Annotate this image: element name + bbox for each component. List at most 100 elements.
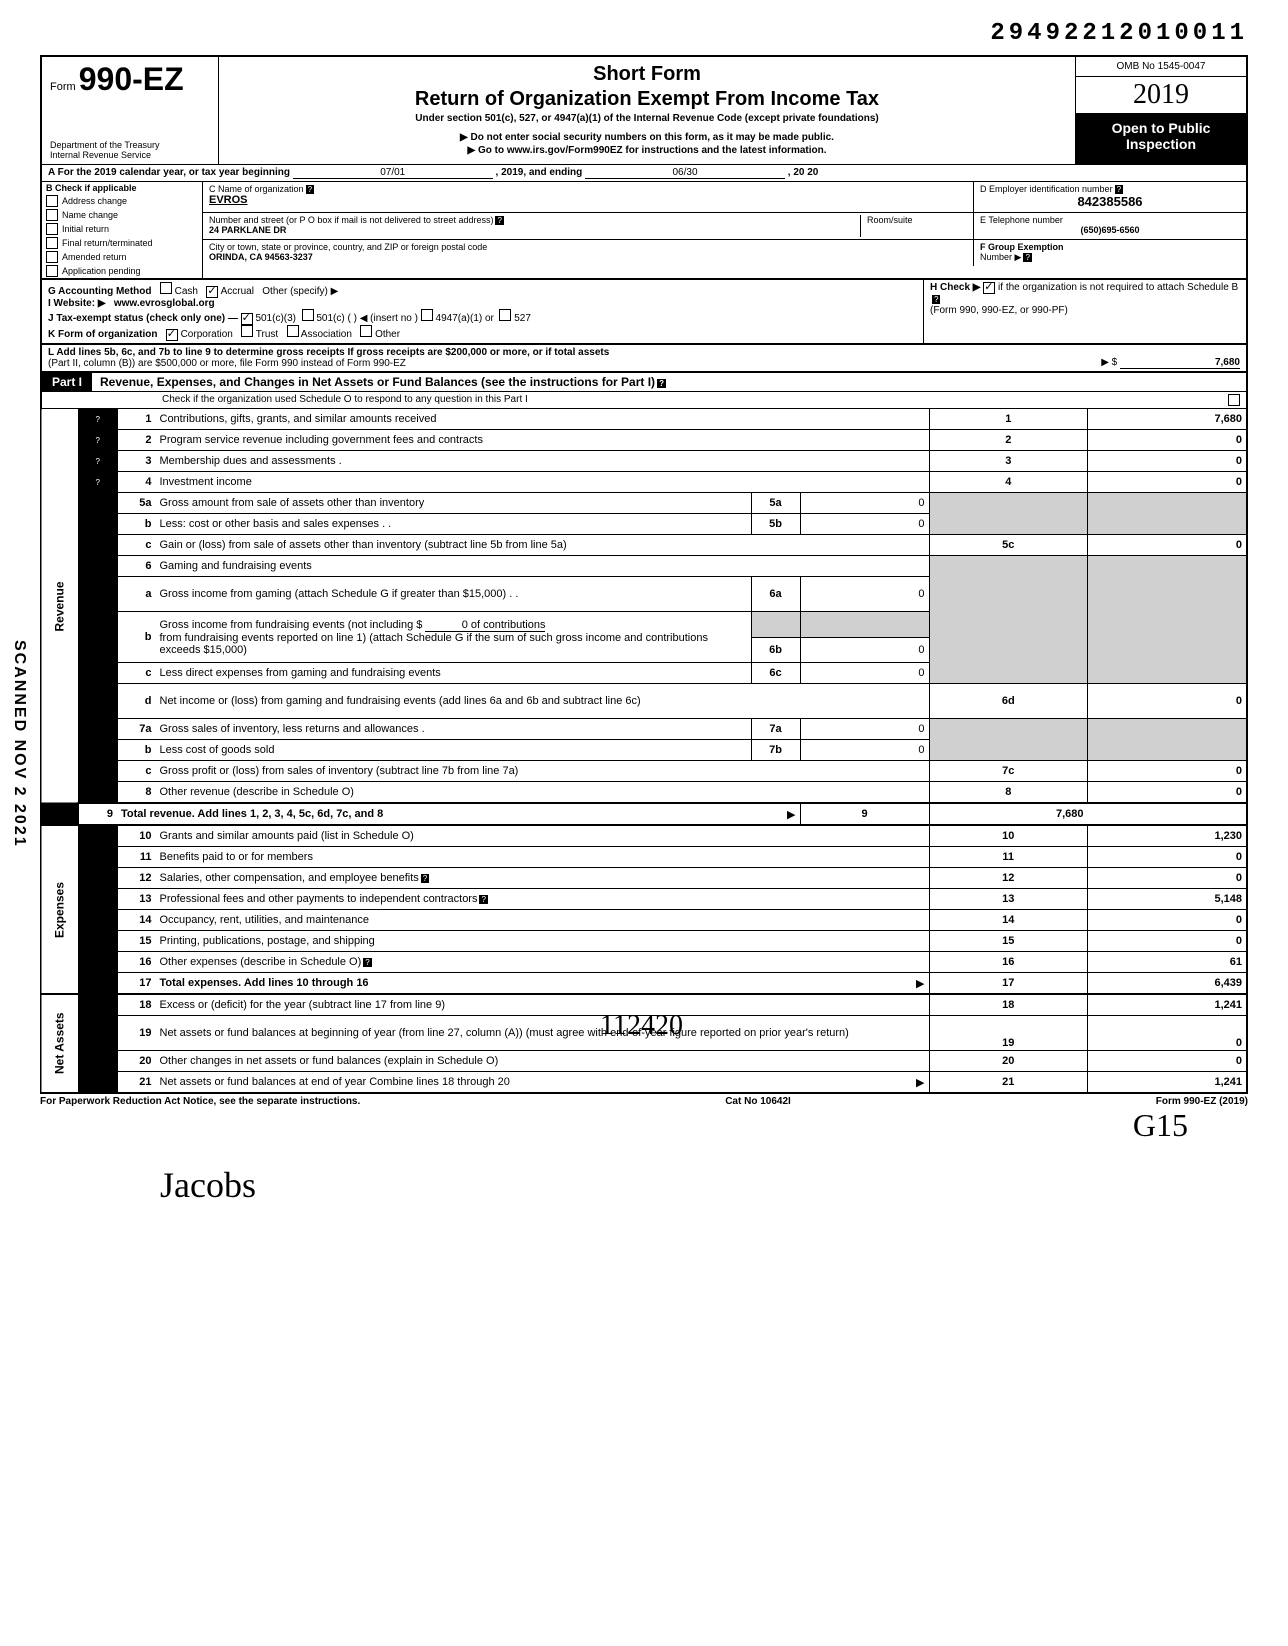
line-6d: d Net income or (loss) from gaming and f… (41, 684, 1247, 719)
under-section: Under section 501(c), 527, or 4947(a)(1)… (231, 113, 1063, 124)
help-icon: ? (94, 457, 102, 466)
shade-cell (1088, 493, 1248, 535)
j-4947-label: 4947(a)(1) or (436, 313, 494, 324)
result-num: 7c (929, 761, 1088, 782)
d12: Salaries, other compensation, and employ… (160, 872, 419, 884)
i-label: I Website: ▶ (48, 298, 106, 309)
tax-year: 20201919 (1076, 77, 1246, 114)
help-icon: ? (94, 436, 102, 445)
sub-val: 0 (800, 514, 929, 535)
arrow-icon: ▶ (916, 1076, 924, 1089)
line-desc: Gaming and fundraising events (156, 556, 930, 577)
city-row: City or town, state or province, country… (203, 240, 1246, 266)
checkbox-icon[interactable] (46, 209, 58, 221)
form-header-center: Short Form Return of Organization Exempt… (219, 57, 1076, 164)
sub-val: 0 (800, 493, 929, 514)
help-icon: ? (479, 895, 487, 904)
amount: 0 (1088, 1051, 1248, 1072)
line-num: 11 (117, 847, 156, 868)
k-other-label: Other (375, 329, 400, 340)
check-label: Initial return (62, 224, 109, 234)
checkbox-schedule-o[interactable] (1228, 394, 1240, 406)
check-initial-return: Initial return (42, 222, 202, 236)
line-num: c (117, 535, 156, 556)
line-16: 16 Other expenses (describe in Schedule … (41, 952, 1247, 973)
amount: 0 (1088, 472, 1248, 493)
line-desc: Net income or (loss) from gaming and fun… (156, 684, 930, 719)
j-501c3-label: 501(c)(3) (255, 313, 296, 324)
scanned-stamp: SCANNED NOV 2 2021 (10, 640, 28, 848)
j-insert: ) ◀ (insert no ) (354, 313, 418, 324)
k-trust-label: Trust (256, 329, 278, 340)
other-label: Other (specify) ▶ (262, 286, 338, 297)
line-desc: Gross amount from sale of assets other t… (156, 493, 752, 514)
d6b-3: from fundraising events reported on line… (160, 632, 708, 656)
checkbox-527[interactable] (499, 309, 511, 321)
org-name: EVROS (209, 194, 248, 206)
line-desc: Occupancy, rent, utilities, and maintena… (156, 910, 930, 931)
website-value: www.evrosglobal.org (114, 298, 215, 309)
amount: 0 (1088, 868, 1248, 889)
k-corp-label: Corporation (181, 329, 233, 340)
checkbox-assoc[interactable] (287, 325, 299, 337)
check-label: Final return/terminated (62, 238, 153, 248)
row-a-tax-year: A For the 2019 calendar year, or tax yea… (40, 164, 1248, 182)
checkbox-h[interactable] (983, 282, 995, 294)
city-cell: City or town, state or province, country… (203, 240, 974, 266)
d21: Net assets or fund balances at end of ye… (160, 1076, 510, 1088)
shade-cell (751, 612, 800, 638)
result-num: 19 (929, 1016, 1088, 1051)
line-num: 1 (117, 409, 156, 430)
result-num: 13 (929, 889, 1088, 910)
omb-number: OMB No 1545-0047 (1076, 57, 1246, 77)
checkbox-trust[interactable] (241, 325, 253, 337)
footer-left: For Paperwork Reduction Act Notice, see … (40, 1096, 360, 1107)
phone-cell: E Telephone number (650)695-6560 (974, 213, 1246, 239)
line-desc: Contributions, gifts, grants, and simila… (156, 409, 930, 430)
form-header: Form 990-EZ Department of the Treasury I… (40, 55, 1248, 164)
checkbox-other[interactable] (360, 325, 372, 337)
checkbox-icon[interactable] (46, 265, 58, 277)
form-prefix: Form (50, 81, 76, 93)
checkbox-cash[interactable] (160, 282, 172, 294)
line-num: 13 (117, 889, 156, 910)
line-num: 19 (117, 1016, 156, 1051)
check-amended: Amended return (42, 250, 202, 264)
checkbox-icon[interactable] (46, 237, 58, 249)
line-num: a (117, 577, 156, 612)
checkbox-501c[interactable] (302, 309, 314, 321)
line-num: 12 (117, 868, 156, 889)
line-desc: Less direct expenses from gaming and fun… (156, 663, 752, 684)
result-num: 4 (929, 472, 1088, 493)
sub-num: 7a (751, 719, 800, 740)
line-13: 13 Professional fees and other payments … (41, 889, 1247, 910)
amount: 1,230 (1088, 825, 1248, 847)
checkbox-accrual[interactable] (206, 286, 218, 298)
line-num: 7a (117, 719, 156, 740)
line-num: 10 (117, 825, 156, 847)
help-icon: ? (94, 415, 102, 424)
row-k: K Form of organization Corporation Trust… (48, 325, 917, 341)
sub-val: 0 (800, 740, 929, 761)
ein-value: 842385586 (980, 194, 1240, 209)
line-8: 8 Other revenue (describe in Schedule O)… (41, 782, 1247, 804)
checkbox-4947[interactable] (421, 309, 433, 321)
checkbox-icon[interactable] (46, 223, 58, 235)
checkbox-icon[interactable] (46, 251, 58, 263)
line-desc: Other changes in net assets or fund bala… (156, 1051, 930, 1072)
dept-block: Department of the Treasury Internal Reve… (50, 140, 210, 160)
short-form-title: Short Form (231, 63, 1063, 86)
checkbox-501c3[interactable] (241, 313, 253, 325)
line-4: ? 4 Investment income 4 0 (41, 472, 1247, 493)
result-num: 1 (929, 409, 1088, 430)
city-value: ORINDA, CA 94563-3237 (209, 252, 313, 262)
line-num: b (117, 612, 156, 663)
amount: 0 (1088, 782, 1248, 804)
checkbox-icon[interactable] (46, 195, 58, 207)
sub-num: 6b (751, 637, 800, 663)
form-header-left: Form 990-EZ Department of the Treasury I… (42, 57, 219, 164)
result-num: 10 (929, 825, 1088, 847)
c-label: C Name of organization (209, 184, 304, 194)
checkbox-corp[interactable] (166, 329, 178, 341)
line-desc: Membership dues and assessments . (156, 451, 930, 472)
